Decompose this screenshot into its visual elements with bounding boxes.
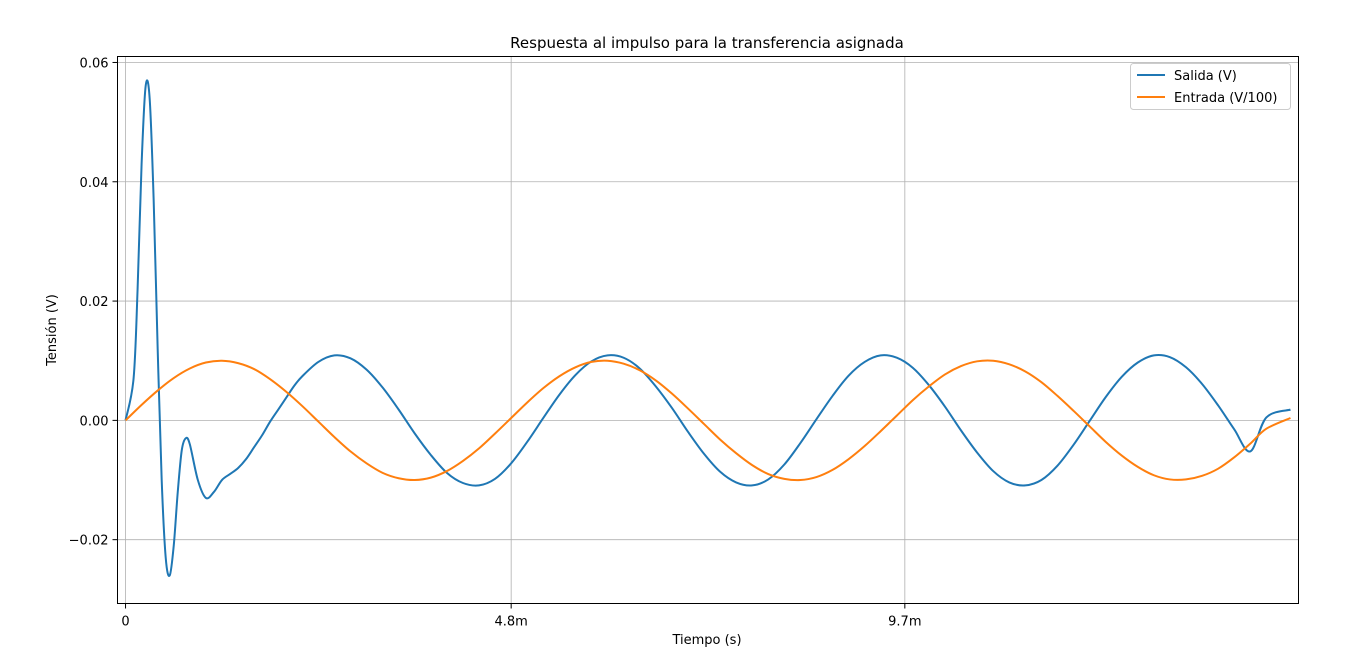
- y-axis-label: Tensión (V): [45, 294, 60, 367]
- x-tick-label-2: 9.7m: [888, 615, 921, 630]
- axis-ticks: 0 4.8m 9.7m −0.02 0.00 0.02 0.04 0.06: [69, 56, 922, 629]
- x-axis-label: Tiempo (s): [671, 633, 741, 648]
- legend-label-salida: Salida (V): [1174, 69, 1237, 84]
- legend-label-entrada: Entrada (V/100): [1174, 91, 1277, 106]
- legend-box: [1130, 63, 1291, 110]
- chart-title: Respuesta al impulso para la transferenc…: [510, 34, 904, 52]
- y-tick-label-3: 0.04: [80, 176, 109, 191]
- y-tick-label-4: 0.06: [80, 56, 109, 71]
- plot-frame: [117, 56, 1299, 604]
- grid-lines: [117, 56, 1299, 604]
- series-line-salida: [124, 79, 1291, 577]
- y-tick-label-1: 0.00: [80, 414, 109, 429]
- y-tick-label-0: −0.02: [69, 534, 109, 549]
- series-lines: [124, 79, 1291, 577]
- y-tick-label-2: 0.02: [80, 295, 109, 310]
- x-tick-label-0: 0: [121, 615, 129, 630]
- series-line-entrada: [124, 359, 1291, 482]
- legend: Salida (V) Entrada (V/100): [1130, 63, 1291, 110]
- x-tick-label-1: 4.8m: [494, 615, 527, 630]
